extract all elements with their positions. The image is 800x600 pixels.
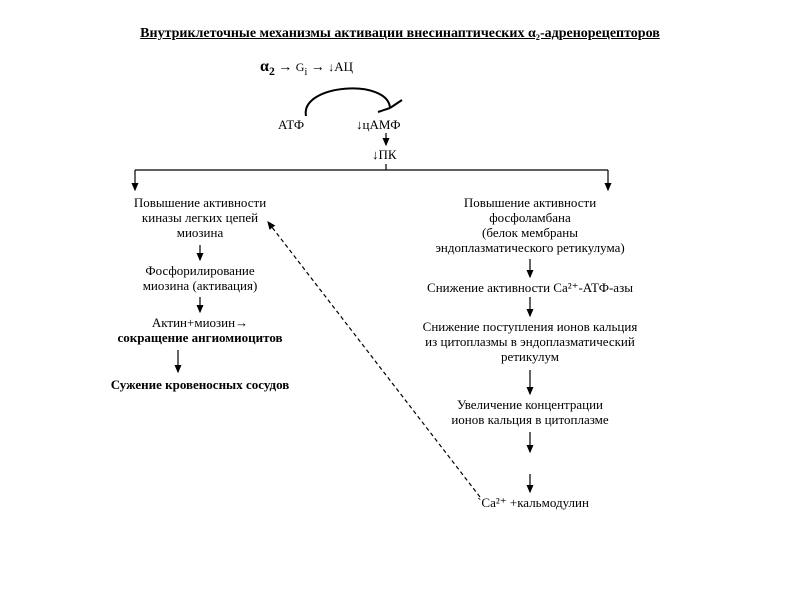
arrow-dashed-feedback [268,222,480,497]
arrow-layer [0,0,800,600]
curve-atp-camp [306,88,390,116]
